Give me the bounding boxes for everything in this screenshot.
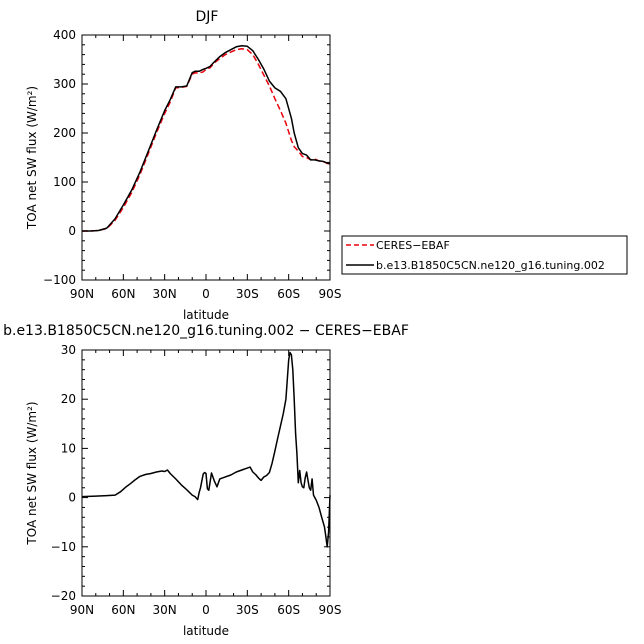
y-tick-label: 100	[53, 175, 76, 189]
x-tick-label: 60N	[111, 603, 135, 617]
top-x-axis-label: latitude	[183, 308, 229, 322]
bottom-y-axis-label: TOA net SW flux (W/m²)	[25, 401, 39, 545]
x-tick-label: 90N	[70, 603, 94, 617]
y-tick-label: −20	[51, 589, 76, 603]
legend-label-model: b.e13.B1850C5CN.ne120_g16.tuning.002	[376, 259, 605, 272]
x-tick-label: 90S	[319, 603, 342, 617]
y-tick-label: 200	[53, 126, 76, 140]
x-tick-label: 0	[202, 287, 210, 301]
x-tick-label: 60S	[277, 603, 300, 617]
x-tick-label: 30N	[153, 287, 177, 301]
top-chart-title: DJF	[196, 9, 219, 25]
top-plot-frame	[81, 34, 331, 281]
y-tick-label: 300	[53, 77, 76, 91]
legend: CERES−EBAF b.e13.B1850C5CN.ne120_g16.tun…	[341, 235, 628, 275]
bottom-panel: b.e13.B1850C5CN.ne120_g16.tuning.002 − C…	[3, 323, 409, 638]
y-tick-label: 400	[53, 28, 76, 42]
y-tick-label: 0	[68, 491, 76, 505]
x-tick-label: 0	[202, 603, 210, 617]
x-tick-label: 90S	[319, 287, 342, 301]
y-tick-label: −100	[43, 273, 76, 287]
top-series	[82, 45, 331, 232]
bottom-y-ticks: −20 −10 0 10 20 30	[51, 343, 330, 603]
y-tick-label: −10	[51, 540, 76, 554]
legend-label-ceres: CERES−EBAF	[376, 239, 450, 252]
series-line-ceres-ebaf	[82, 47, 331, 232]
y-tick-label: 20	[61, 392, 76, 406]
bottom-plot-frame	[81, 349, 331, 597]
y-tick-label: 0	[68, 224, 76, 238]
bottom-chart-title: b.e13.B1850C5CN.ne120_g16.tuning.002 − C…	[3, 323, 409, 339]
x-tick-label: 30S	[236, 287, 259, 301]
x-tick-label: 30N	[153, 603, 177, 617]
x-tick-label: 90N	[70, 287, 94, 301]
legend-box	[341, 235, 628, 275]
series-line-b-e13-b1850c5cn-ne120-g16-tuning-002	[82, 45, 331, 232]
bottom-series	[81, 351, 331, 548]
y-tick-label: 10	[61, 441, 76, 455]
x-tick-label: 30S	[236, 603, 259, 617]
x-tick-label: 60S	[277, 287, 300, 301]
x-tick-label: 60N	[111, 287, 135, 301]
bottom-x-axis-label: latitude	[183, 624, 229, 638]
series-line-difference	[81, 351, 331, 548]
top-x-ticks: 90N 60N 30N 0 30S 60S 90S	[70, 35, 342, 301]
top-y-axis-label: TOA net SW flux (W/m²)	[25, 86, 39, 230]
y-tick-label: 30	[61, 343, 76, 357]
top-y-ticks: −100 0 100 200 300 400	[43, 28, 330, 287]
